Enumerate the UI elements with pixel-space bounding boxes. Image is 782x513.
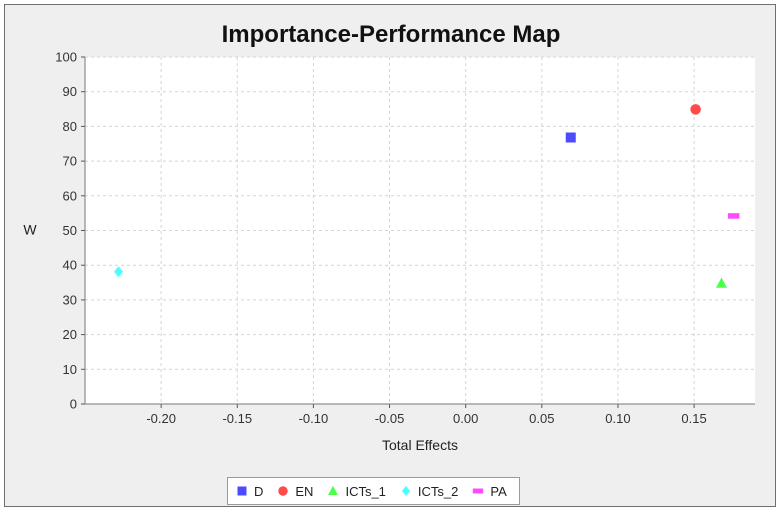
legend-item-icts-1: ICTs_1 (327, 483, 386, 499)
x-tick-label: -0.10 (299, 411, 329, 426)
legend-marker-triangle-icon (328, 485, 339, 496)
y-tick-label: 50 (63, 223, 77, 238)
legend-marker-diamond-icon (401, 486, 410, 496)
y-tick-label: 90 (63, 84, 77, 99)
legend-swatch (278, 486, 289, 496)
legend-label: D (254, 483, 264, 499)
x-tick-label: 0.05 (529, 411, 554, 426)
data-point-en (690, 104, 701, 115)
y-tick-label: 100 (55, 50, 77, 65)
y-axis-title: W (23, 222, 37, 238)
x-tick-label: -0.05 (375, 411, 405, 426)
chart-frame: Importance-Performance Map -0.20 -0.15 -0.… (4, 4, 776, 507)
legend-item-d: D (236, 484, 263, 499)
y-tick-label: 70 (63, 154, 77, 169)
legend-marker-dash-icon (473, 488, 484, 494)
legend-swatch (401, 486, 410, 496)
plot-area (85, 57, 755, 404)
legend-item-pa: PA (472, 483, 507, 499)
x-tick-label: -0.15 (222, 411, 252, 426)
grid (85, 56, 755, 405)
x-tick-label: -0.20 (146, 411, 176, 426)
y-tick-label: 60 (63, 188, 77, 203)
x-tick-label: 0.10 (605, 411, 630, 426)
x-tick-label: 0.15 (681, 411, 706, 426)
y-tick-label: 20 (63, 327, 77, 342)
y-tick-label: 40 (63, 258, 77, 273)
data-point-icts-2 (114, 266, 123, 278)
chart-title: Importance-Performance Map (222, 21, 561, 48)
axes (81, 56, 755, 408)
chart-svg: Importance-Performance Map -0.20 -0.15 -0.… (23, 21, 755, 453)
data-point-d (565, 132, 576, 143)
legend-label: ICTs_2 (417, 483, 459, 499)
x-tick-label: 0.00 (453, 411, 478, 426)
tick-labels: -0.20 -0.15 -0.10 -0.05 0.00 0.05 0.10 0.15 0 10 2… (55, 50, 706, 427)
legend-swatch (328, 485, 339, 496)
legend-label: EN (295, 483, 314, 499)
y-tick-label: 10 (63, 362, 77, 377)
data-point-pa (727, 213, 740, 219)
legend-marker-square-icon (237, 486, 247, 496)
x-axis-title: Total Effects (382, 437, 458, 453)
y-tick-label: 0 (70, 397, 77, 412)
legend-label: ICTs_1 (345, 483, 386, 499)
data-point-icts-1 (716, 277, 727, 288)
legend-marker-circle-icon (278, 486, 289, 496)
y-tick-label: 80 (63, 119, 77, 134)
legend-item-en: EN (277, 484, 313, 499)
legend-swatch (473, 488, 484, 494)
y-tick-label: 30 (63, 292, 77, 307)
legend: D EN ICTs_1 ICTs_2 PA (227, 477, 520, 505)
data-points (114, 104, 740, 288)
legend-label: PA (490, 483, 507, 499)
legend-swatch (237, 486, 247, 496)
legend-item-icts-2: ICTs_2 (400, 484, 458, 499)
